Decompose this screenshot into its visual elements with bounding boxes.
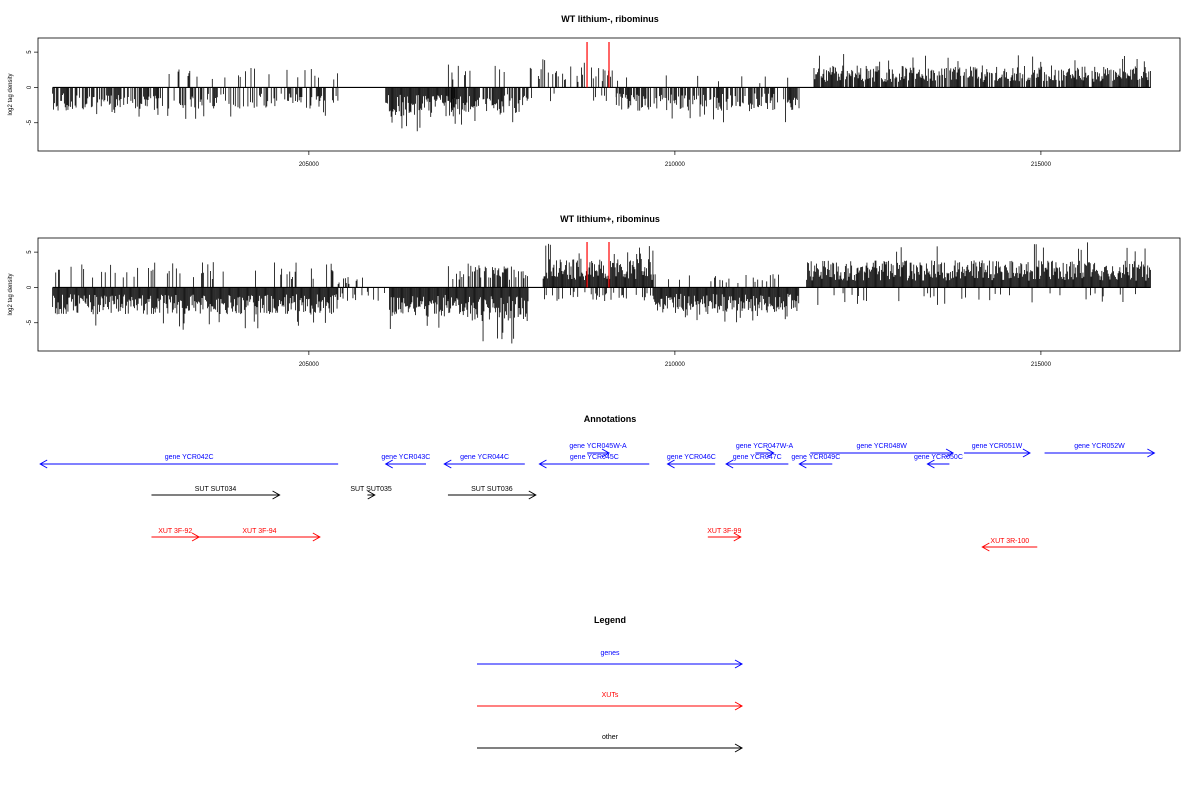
legend-item-label: other xyxy=(602,734,619,741)
legend-item-label: genes xyxy=(600,650,620,657)
panel-lithium-minus: WT lithium-, ribominus log2 tag density … xyxy=(8,14,1181,168)
feature-arrow-head xyxy=(384,459,393,469)
x-tick-label: 205000 xyxy=(299,162,320,168)
feature-arrow-head xyxy=(272,490,281,500)
feature-label: gene YCR043C xyxy=(381,454,430,461)
plot-frame xyxy=(37,37,1181,152)
feature-label: XUT 3F-94 xyxy=(242,528,276,535)
feature-label: XUT 3F-99 xyxy=(707,528,741,535)
y-axis-label: log2 tag density xyxy=(8,273,14,315)
legend-title: Legend xyxy=(594,615,626,625)
y-axis-label: log2 tag density xyxy=(8,73,14,115)
feature-label: gene YCR049C xyxy=(791,454,840,461)
feature-arrow-head xyxy=(39,459,48,469)
legend-arrow-head xyxy=(734,701,744,711)
feature-label: gene YCR047C xyxy=(733,454,782,461)
feature-arrow-head xyxy=(725,459,734,469)
legend: Legend genes XUTs other xyxy=(477,615,744,753)
feature-label: gene YCR045W-A xyxy=(569,443,627,450)
feature-arrow-head xyxy=(733,532,742,542)
panel-title: WT lithium+, ribominus xyxy=(560,214,660,224)
feature-label: SUT SUT036 xyxy=(471,486,513,493)
feature-arrow-head xyxy=(538,459,547,469)
y-tick-label: 0 xyxy=(27,85,33,89)
y-tick-label: -5 xyxy=(27,319,33,325)
feature-label: gene YCR048W xyxy=(856,443,907,450)
plot-frame xyxy=(37,237,1181,352)
feature-label: XUT 3R-100 xyxy=(990,538,1029,545)
feature-label: gene YCR045C xyxy=(570,454,619,461)
feature-arrow-head xyxy=(798,459,807,469)
annotations-track: Annotations gene YCR042C gene YCR043C gene… xyxy=(39,414,1156,552)
legend-arrow-head xyxy=(734,743,744,753)
panel-title: WT lithium-, ribominus xyxy=(561,14,659,24)
bar-series xyxy=(52,54,1151,132)
annotations-title: Annotations xyxy=(584,414,637,424)
bar-series xyxy=(52,242,1151,344)
feature-label: gene YCR046C xyxy=(667,454,716,461)
legend-arrow-head xyxy=(734,659,744,669)
y-tick-label: 0 xyxy=(27,285,33,289)
feature-label: gene YCR052W xyxy=(1074,443,1125,450)
feature-arrow-head xyxy=(666,459,675,469)
feature-arrow-head xyxy=(1147,448,1156,458)
y-tick-label: 5 xyxy=(27,50,33,54)
y-tick-label: 5 xyxy=(27,250,33,254)
legend-item-label: XUTs xyxy=(602,692,619,699)
feature-arrow-head xyxy=(528,490,537,500)
feature-arrow-head xyxy=(766,448,775,458)
feature-arrow-head xyxy=(601,448,611,458)
x-tick-label: 205000 xyxy=(299,362,320,368)
feature-label: gene YCR042C xyxy=(165,454,214,461)
feature-arrow-head xyxy=(1022,448,1031,458)
feature-label: XUT 3F-92 xyxy=(158,528,192,535)
feature-label: gene YCR051W xyxy=(972,443,1023,450)
x-tick-label: 215000 xyxy=(1031,162,1052,168)
feature-arrow-head xyxy=(367,490,376,500)
x-tick-label: 210000 xyxy=(665,162,686,168)
feature-label: gene YCR047W-A xyxy=(736,443,794,450)
feature-label: gene YCR044C xyxy=(460,454,509,461)
feature-arrow-head xyxy=(443,459,452,469)
feature-label: gene YCR050C xyxy=(914,454,963,461)
panel-lithium-plus: WT lithium+, ribominus log2 tag density … xyxy=(8,214,1181,368)
feature-arrow-head xyxy=(926,459,935,469)
feature-label: SUT SUT035 xyxy=(350,486,392,493)
feature-arrow-head xyxy=(945,448,955,458)
feature-label: SUT SUT034 xyxy=(195,486,237,493)
feature-arrow-head xyxy=(981,542,990,552)
feature-arrow-head xyxy=(312,532,321,542)
x-tick-label: 210000 xyxy=(665,362,686,368)
x-tick-label: 215000 xyxy=(1031,362,1052,368)
y-tick-label: -5 xyxy=(27,119,33,125)
